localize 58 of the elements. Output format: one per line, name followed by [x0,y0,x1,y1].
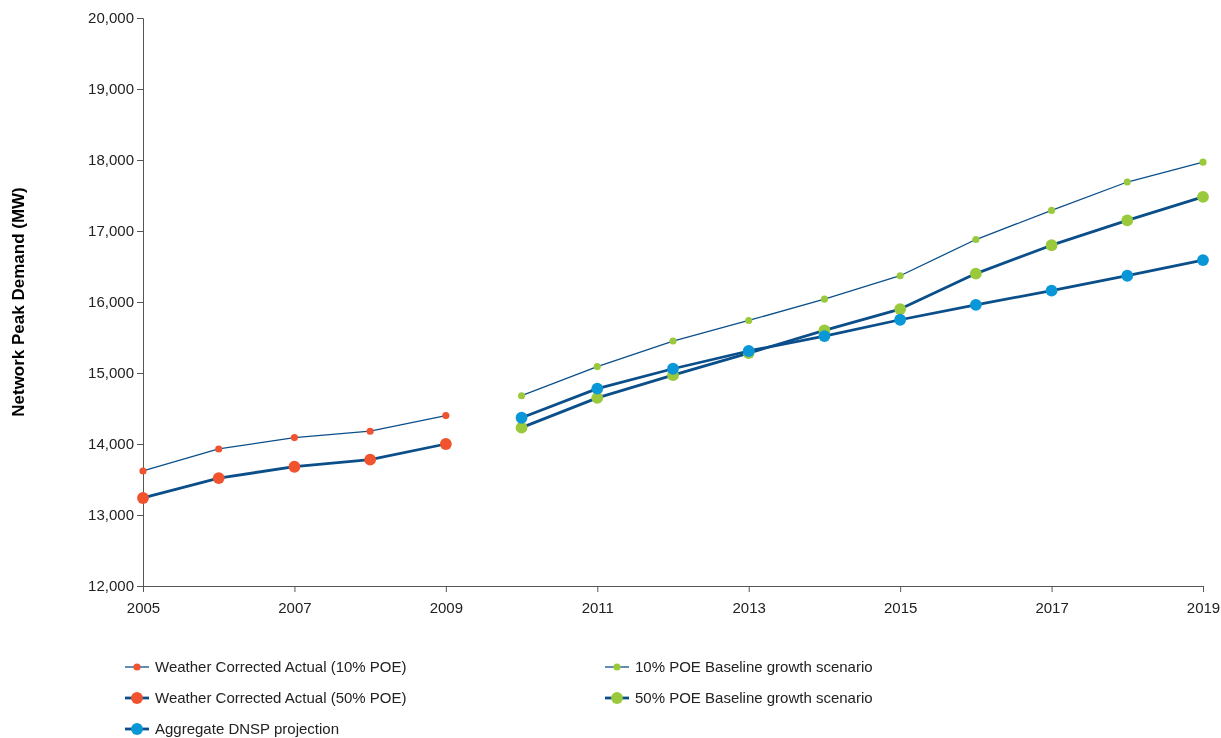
point [1199,158,1207,166]
point [1048,206,1056,214]
x-tick-label: 2015 [883,599,918,616]
point [518,392,526,400]
y-tick-label: 20,000 [88,9,134,27]
y-tick-label: 16,000 [88,293,134,311]
point [593,363,601,371]
y-axis-title: Network Peak Demand (MW) [9,187,28,417]
point [1045,239,1058,252]
legend-label: Weather Corrected Actual (50% POE) [155,689,407,707]
point [820,295,828,303]
y-tick-label: 15,000 [88,364,134,382]
x-tick-label: 2013 [732,599,766,616]
point [818,330,831,342]
point [667,362,679,375]
point [972,235,980,244]
point [515,421,528,434]
legend-label: 10% POE Baseline growth scenario [635,658,873,676]
legend-label: Weather Corrected Actual (10% POE) [155,658,407,676]
point [969,298,982,311]
x-tick-label: 2011 [581,599,614,616]
point [364,453,377,466]
x-tick-label: 2007 [278,599,312,616]
point [969,267,982,280]
y-tick-label: 13,000 [88,506,134,524]
x-tick-label: 2005 [126,599,161,616]
point [1197,191,1209,203]
point [669,337,677,345]
point [591,382,604,395]
point [1197,254,1209,267]
point [515,411,528,424]
x-tick-label: 2009 [429,599,464,616]
point [215,445,223,453]
point [139,467,147,475]
point [1045,284,1058,297]
point [894,313,907,326]
legend-label: 50% POE Baseline growth scenario [635,689,873,707]
point [366,427,374,435]
y-tick-label: 14,000 [88,435,134,453]
x-tick-label: 2019 [1186,599,1221,616]
point [137,492,149,504]
point [896,272,904,280]
y-tick-label: 18,000 [88,151,134,169]
point [290,434,298,442]
y-tick-label: 19,000 [88,80,134,98]
point [745,316,753,325]
point [439,438,452,450]
point [288,460,301,473]
point [1123,178,1131,186]
legend-label: Aggregate DNSP projection [155,720,339,738]
point [1121,269,1134,282]
y-tick-label: 12,000 [88,577,134,595]
point [442,412,450,420]
point [212,472,225,484]
y-tick-label: 17,000 [88,222,134,240]
point [894,303,907,316]
point [1121,214,1134,227]
x-tick-label: 2017 [1035,599,1069,616]
